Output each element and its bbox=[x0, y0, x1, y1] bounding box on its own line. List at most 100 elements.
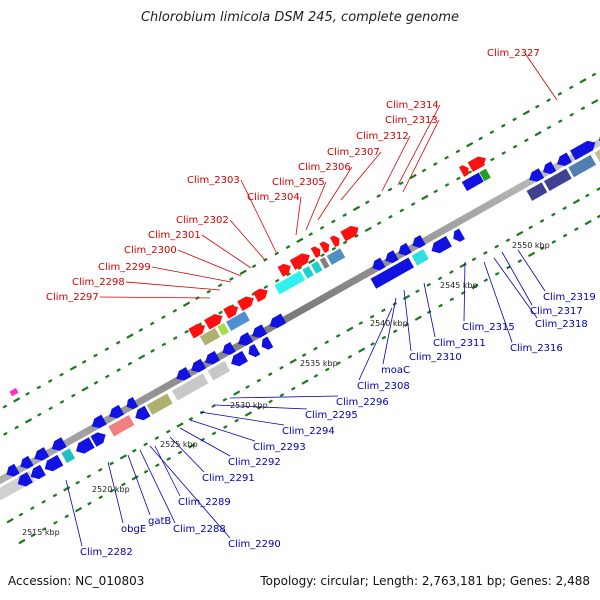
track-tick bbox=[358, 321, 364, 326]
track-tick bbox=[176, 422, 184, 428]
track-tick bbox=[274, 251, 280, 256]
track-tick bbox=[59, 372, 64, 377]
gene-feature bbox=[60, 447, 76, 464]
track-tick bbox=[456, 176, 461, 181]
gene-feature bbox=[289, 253, 310, 270]
track-tick bbox=[244, 411, 253, 417]
track-tick bbox=[580, 106, 586, 111]
track-tick bbox=[155, 463, 160, 468]
track-tick bbox=[591, 99, 599, 105]
gene-label-lower: Clim_2295 bbox=[305, 410, 358, 421]
gene-feature bbox=[216, 322, 230, 337]
gene-feature bbox=[188, 323, 206, 339]
leader-line bbox=[149, 445, 231, 539]
leader-line bbox=[189, 419, 256, 442]
track-tick bbox=[149, 321, 155, 326]
track-tick bbox=[354, 234, 359, 238]
leader-line bbox=[179, 427, 231, 457]
track-tick bbox=[387, 187, 393, 192]
gene-feature bbox=[90, 432, 106, 447]
track-tick bbox=[414, 315, 422, 321]
track-tick bbox=[98, 495, 104, 500]
gene-feature bbox=[570, 140, 596, 161]
gene-label-lower: gatB bbox=[148, 516, 171, 527]
gene-feature bbox=[6, 463, 20, 477]
gene-feature bbox=[145, 392, 174, 416]
track-tick bbox=[546, 125, 552, 130]
track-tick bbox=[421, 168, 427, 173]
track-tick bbox=[346, 326, 354, 332]
track-tick bbox=[109, 488, 115, 493]
gene-feature bbox=[557, 152, 572, 167]
track-tick bbox=[551, 239, 557, 244]
track-tick bbox=[87, 501, 92, 506]
gene-feature bbox=[310, 260, 324, 275]
leader-line bbox=[402, 119, 440, 193]
track-tick bbox=[63, 486, 71, 492]
gene-feature bbox=[329, 235, 340, 248]
track-tick bbox=[74, 507, 83, 513]
track-tick bbox=[365, 200, 370, 205]
track-tick bbox=[449, 270, 454, 274]
track-tick bbox=[459, 262, 467, 269]
track-tick bbox=[37, 412, 42, 417]
gene-feature bbox=[369, 256, 415, 290]
track-tick bbox=[115, 340, 121, 345]
gene-label-lower: Clim_2311 bbox=[433, 338, 486, 349]
gene-label-upper: Clim_2313 bbox=[385, 115, 438, 126]
track-tick bbox=[138, 328, 144, 332]
gene-feature bbox=[252, 324, 268, 338]
gene-feature bbox=[453, 228, 465, 242]
gene-feature bbox=[44, 454, 64, 472]
gene-label-upper: Clim_2306 bbox=[298, 162, 351, 173]
gene-label-upper: Clim_2300 bbox=[124, 245, 177, 256]
track-tick bbox=[182, 301, 191, 307]
track-tick bbox=[13, 397, 21, 403]
gene-labels: Clim_2327 Clim_2314 Clim_2313 Clim_2312 Clim… bbox=[46, 48, 596, 558]
gene-label-lower: Clim_2308 bbox=[357, 381, 410, 392]
track-tick bbox=[126, 333, 134, 339]
track-tick bbox=[313, 346, 318, 351]
gene-feature bbox=[385, 250, 399, 264]
gene-feature bbox=[398, 242, 412, 256]
track-tick bbox=[223, 425, 228, 429]
track-tick bbox=[426, 282, 432, 287]
gene-label-upper: Clim_2303 bbox=[187, 175, 240, 186]
track-tick bbox=[239, 269, 247, 275]
gene-label-lower: Clim_2317 bbox=[530, 306, 583, 317]
track-tick bbox=[263, 257, 268, 262]
track-tick bbox=[399, 208, 405, 213]
track-tick bbox=[591, 72, 597, 77]
track-tick bbox=[324, 367, 330, 372]
gene-feature bbox=[191, 358, 207, 373]
gene-label-upper: Clim_2299 bbox=[98, 262, 151, 273]
gene-feature bbox=[8, 387, 20, 398]
gene-label-lower: Clim_2315 bbox=[462, 322, 515, 333]
track-tick bbox=[30, 533, 36, 538]
track-tick bbox=[319, 225, 325, 230]
kbp-label: 2515 kbp bbox=[22, 528, 60, 537]
gene-label-upper: Clim_2301 bbox=[148, 230, 201, 241]
track-tick bbox=[47, 379, 53, 383]
track-tick bbox=[471, 283, 479, 290]
gene-feature bbox=[340, 225, 359, 242]
leader-line bbox=[125, 281, 221, 291]
track-tick bbox=[154, 436, 160, 440]
leader-line bbox=[169, 436, 205, 473]
gene-feature bbox=[567, 154, 597, 179]
gene-label-lower: Clim_2319 bbox=[543, 292, 596, 303]
gene-feature bbox=[206, 360, 231, 382]
leader-line bbox=[358, 307, 393, 381]
track-tick bbox=[444, 155, 449, 160]
track-tick bbox=[18, 538, 26, 545]
gene-label-lower: Clim_2288 bbox=[173, 524, 226, 535]
leader-line bbox=[423, 282, 436, 338]
leader-line bbox=[199, 411, 285, 426]
gene-feature bbox=[225, 310, 251, 332]
track-tick bbox=[41, 499, 46, 504]
leader-line bbox=[214, 404, 308, 410]
leader-line bbox=[139, 449, 176, 524]
track-tick bbox=[381, 308, 386, 313]
kbp-label: 2540 kbp bbox=[370, 319, 408, 328]
